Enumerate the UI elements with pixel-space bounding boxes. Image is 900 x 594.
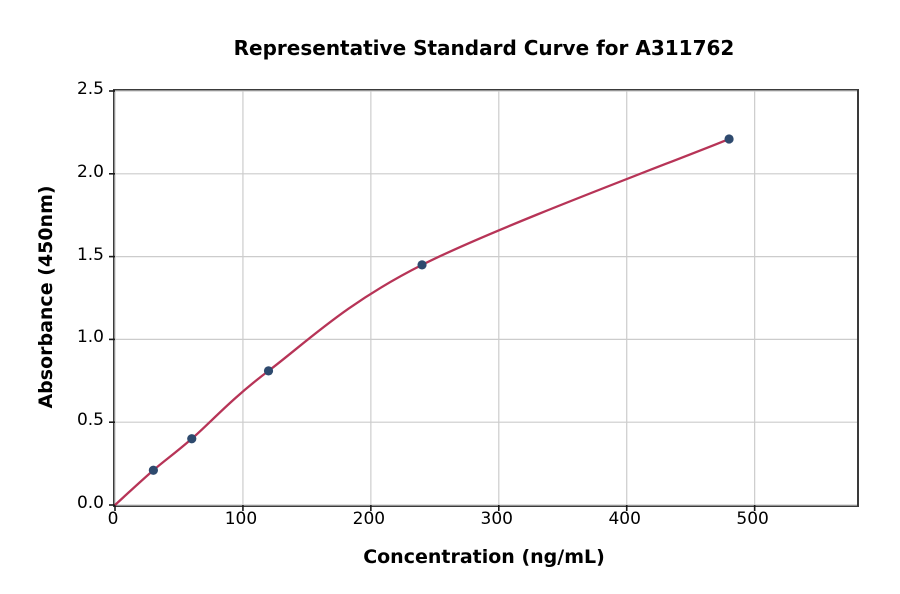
- x-tick-label: 200: [352, 509, 386, 529]
- y-tick-label: 1.5: [76, 244, 104, 265]
- data-point: [148, 465, 158, 475]
- chart-title: Representative Standard Curve for A31176…: [233, 36, 735, 60]
- data-point: [724, 134, 734, 144]
- plot-area: [109, 89, 859, 511]
- y-axis-label: Absorbance (450nm): [35, 185, 57, 409]
- x-axis-label: Concentration (ng/mL): [363, 546, 605, 568]
- y-tick-label: 1.0: [76, 327, 104, 348]
- y-tick-label: 0.0: [76, 493, 104, 513]
- y-tick-label: 0.5: [76, 410, 104, 431]
- chart-canvas: [109, 90, 857, 511]
- x-tick-label: 0: [107, 509, 119, 529]
- data-point: [187, 434, 197, 444]
- x-tick-label: 300: [480, 509, 513, 529]
- x-tick-label: 100: [224, 509, 258, 529]
- x-tick-label: 500: [736, 509, 769, 529]
- x-tick-label: 400: [608, 509, 641, 529]
- data-point: [417, 260, 427, 270]
- y-tick-label: 2.0: [76, 161, 104, 182]
- fit-curve: [114, 137, 730, 506]
- data-point: [263, 366, 274, 376]
- y-tick-label: 2.5: [76, 79, 104, 99]
